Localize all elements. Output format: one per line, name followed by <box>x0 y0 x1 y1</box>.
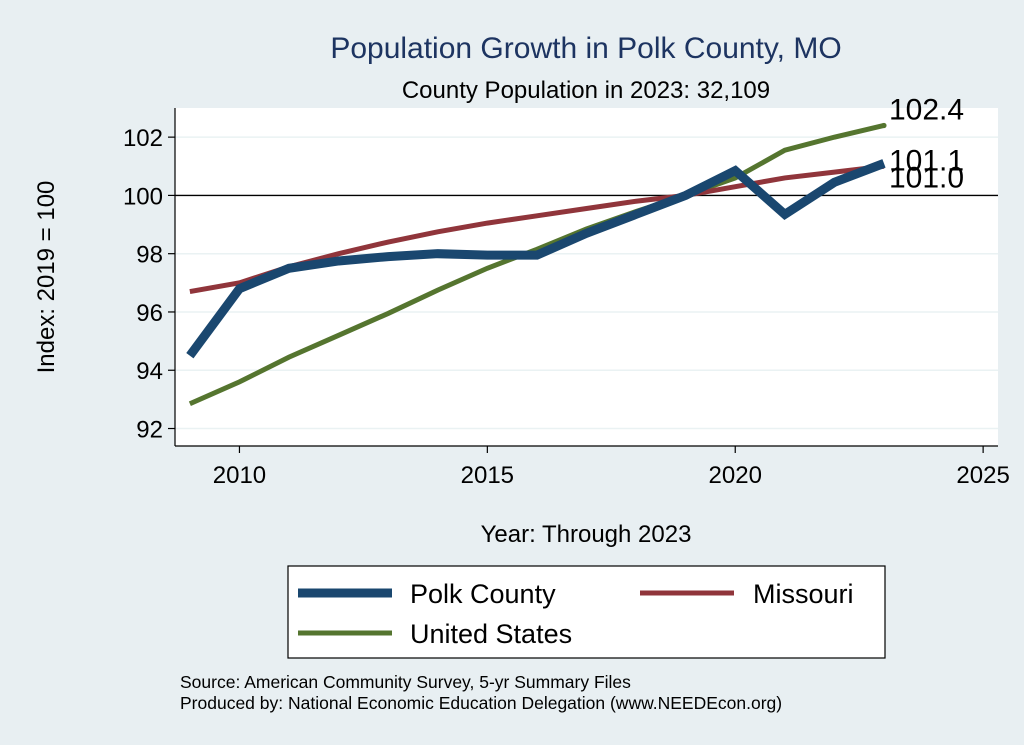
y-tick-label: 96 <box>136 300 163 327</box>
series-line-united-states <box>188 123 885 407</box>
legend-label-polk-county: Polk County <box>410 579 556 609</box>
x-tick-label: 2020 <box>709 462 762 489</box>
plot-area <box>175 108 998 446</box>
x-axis-label: Year: Through 2023 <box>481 521 692 548</box>
axis-ticks: 92 94 96 98 100 102 2010 2015 2020 2025 <box>123 125 1010 489</box>
x-tick-label: 2025 <box>956 462 1009 489</box>
y-tick-label: 98 <box>136 242 163 269</box>
source-note: Source: American Community Survey, 5-yr … <box>180 672 631 692</box>
y-tick-label: 102 <box>123 125 163 152</box>
x-tick-label: 2015 <box>461 462 514 489</box>
legend-label-missouri: Missouri <box>753 579 854 609</box>
series-line-polk-county <box>186 159 886 359</box>
y-axis-label: Index: 2019 = 100 <box>33 181 60 374</box>
gridlines <box>175 136 998 430</box>
series-layer <box>186 123 886 407</box>
chart-subtitle: County Population in 2023: 32,109 <box>402 77 770 104</box>
y-tick-label: 94 <box>136 358 163 385</box>
legend: Polk County Missouri United States <box>287 565 886 659</box>
y-tick-label: 92 <box>136 417 163 444</box>
end-label-polk-county: 101.1 <box>889 144 964 177</box>
end-label-united-states: 102.4 <box>889 93 964 126</box>
chart-title: Population Growth in Polk County, MO <box>330 32 841 65</box>
y-tick-label: 100 <box>123 183 163 210</box>
end-label-missouri: 101.0 <box>889 161 964 194</box>
legend-label-united-states: United States <box>410 619 572 649</box>
produced-by-note: Produced by: National Economic Education… <box>180 693 782 713</box>
x-tick-label: 2010 <box>213 462 266 489</box>
end-marker-united-states <box>881 122 887 129</box>
legend-box <box>287 565 886 659</box>
